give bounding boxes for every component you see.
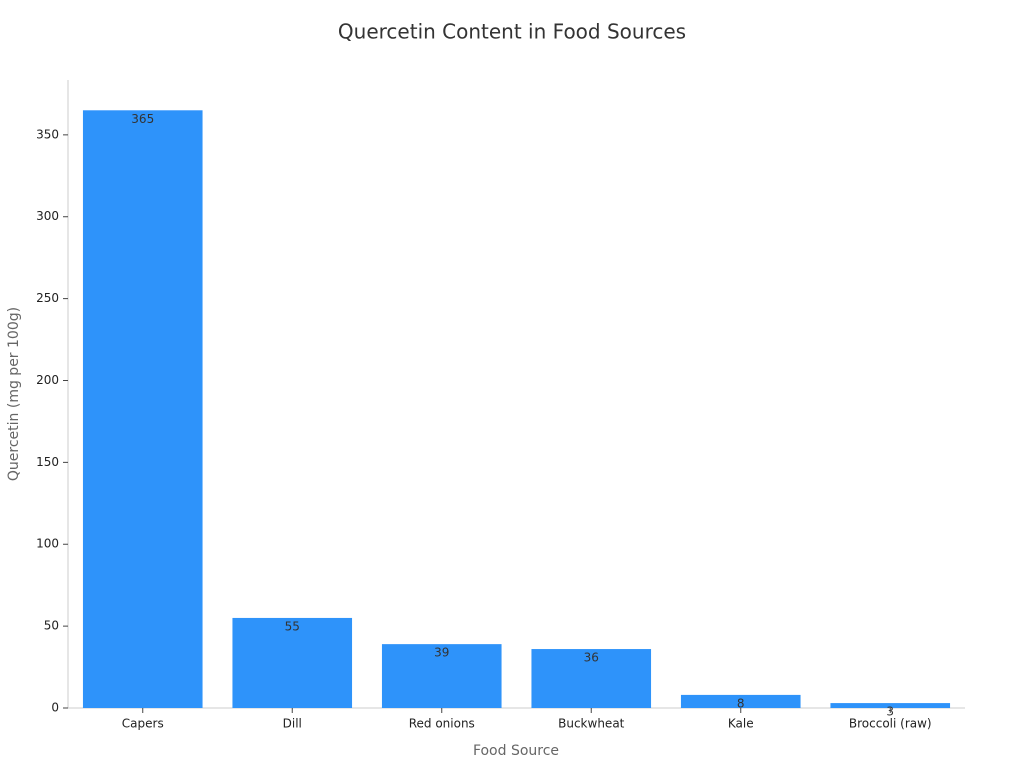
y-tick-label: 50 bbox=[44, 619, 59, 633]
value-label: 39 bbox=[434, 646, 449, 660]
y-axis-label: Quercetin (mg per 100g) bbox=[6, 307, 22, 481]
chart-title: Quercetin Content in Food Sources bbox=[338, 20, 686, 44]
bar bbox=[531, 649, 652, 708]
y-tick-label: 0 bbox=[51, 701, 59, 715]
value-label: 8 bbox=[737, 696, 745, 710]
value-label: 36 bbox=[584, 651, 599, 665]
y-tick-label: 350 bbox=[36, 127, 59, 141]
y-tick-label: 100 bbox=[36, 537, 59, 551]
bar bbox=[381, 644, 502, 708]
x-tick-label: Kale bbox=[728, 717, 754, 731]
bar bbox=[82, 110, 203, 708]
x-tick-label: Capers bbox=[122, 717, 164, 731]
value-label: 55 bbox=[285, 619, 300, 633]
x-tick-label: Red onions bbox=[409, 717, 475, 731]
y-tick-label: 200 bbox=[36, 373, 59, 387]
value-label: 365 bbox=[131, 112, 154, 126]
x-tick-label: Broccoli (raw) bbox=[849, 717, 932, 731]
x-axis-label: Food Source bbox=[473, 743, 559, 759]
y-tick-label: 300 bbox=[36, 209, 59, 223]
bar bbox=[680, 694, 801, 708]
y-tick-label: 250 bbox=[36, 291, 59, 305]
bar bbox=[830, 703, 951, 708]
bar bbox=[232, 617, 353, 708]
x-tick-label: Buckwheat bbox=[558, 717, 625, 731]
y-tick-label: 150 bbox=[36, 455, 59, 469]
x-tick-label: Dill bbox=[283, 717, 302, 731]
